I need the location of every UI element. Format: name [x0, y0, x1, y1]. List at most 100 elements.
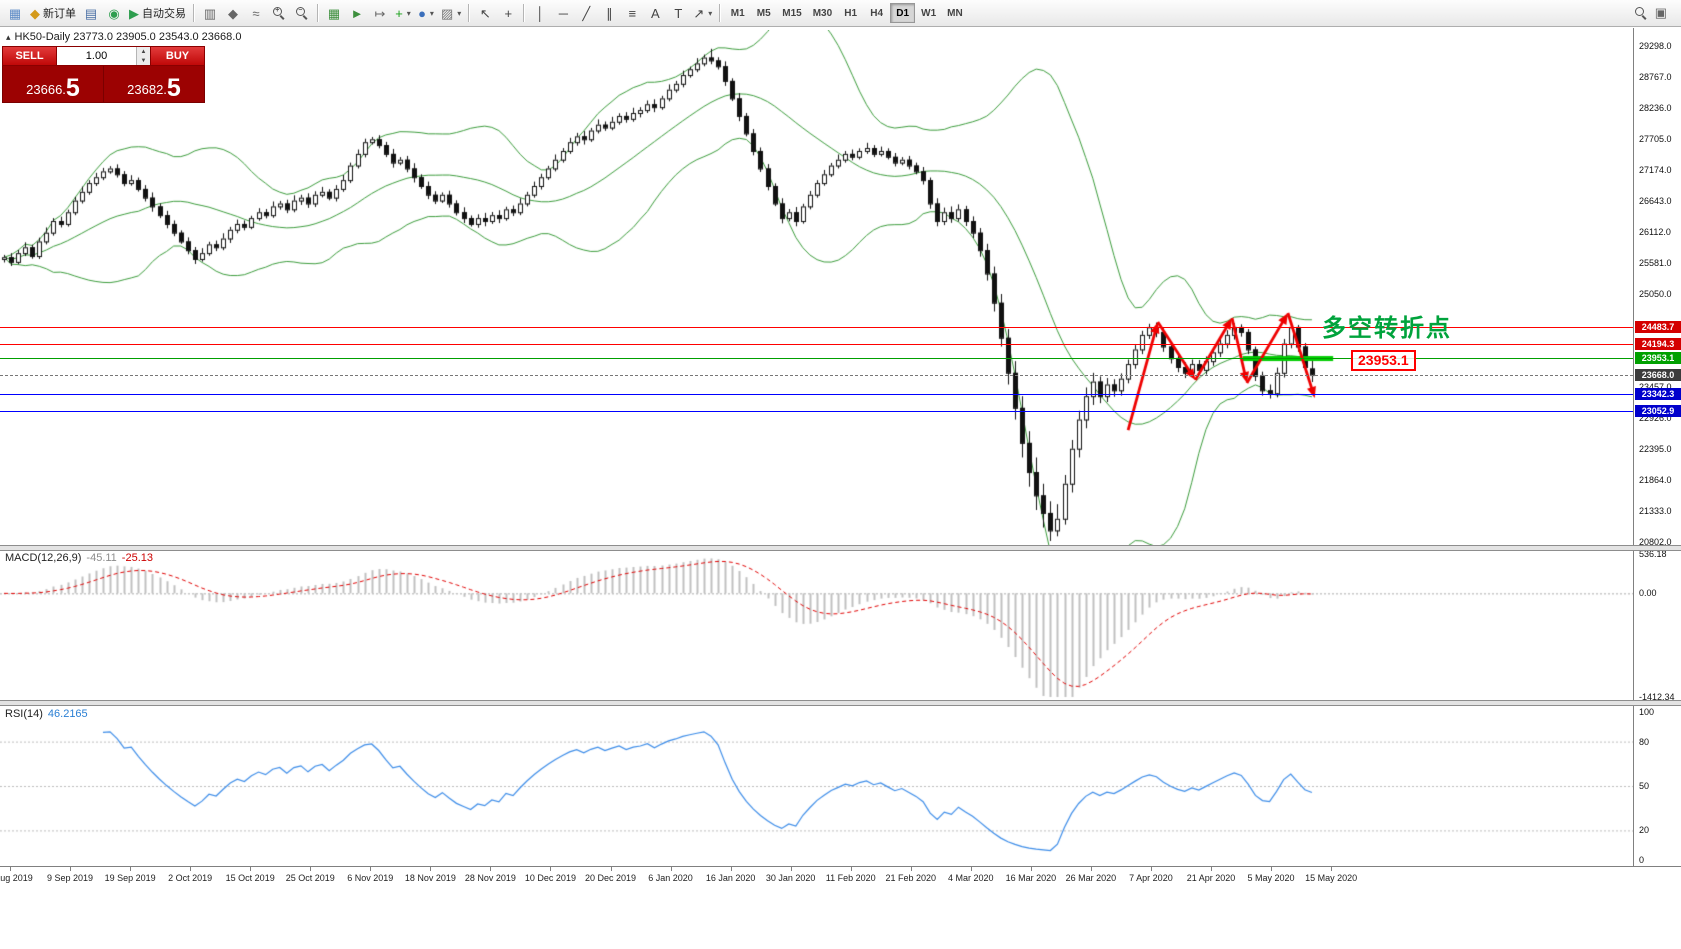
date-tick: [130, 867, 132, 871]
buy-button[interactable]: BUY: [150, 46, 205, 66]
level-line[interactable]: [0, 394, 1633, 395]
tile-windows-icon: ▦: [327, 5, 341, 21]
timeframe-m30-button[interactable]: M30: [808, 3, 837, 23]
sell-button[interactable]: SELL: [2, 46, 57, 66]
trendline-button[interactable]: ╱: [575, 2, 597, 24]
crosshair-button[interactable]: +: [497, 2, 519, 24]
macd-name: MACD(12,26,9): [5, 552, 82, 564]
vertical-line-icon: │: [536, 5, 545, 21]
timeframe-d1-button[interactable]: D1: [890, 3, 916, 23]
tile-windows-button[interactable]: ▦: [323, 2, 345, 24]
new-chart-button[interactable]: ▦: [4, 2, 26, 24]
fibonacci-button[interactable]: ≡: [621, 2, 643, 24]
chart-shift-button[interactable]: ↦: [369, 2, 391, 24]
level-line[interactable]: [0, 411, 1633, 412]
date-tick: [1150, 867, 1152, 871]
volume-down-icon[interactable]: ▼: [137, 56, 150, 65]
templates-icon: ▨: [441, 5, 454, 21]
date-tick: [670, 867, 672, 871]
date-label: 19 Sep 2019: [104, 873, 156, 883]
panel-separator[interactable]: [0, 700, 1681, 706]
timeframe-h4-button[interactable]: H4: [864, 3, 889, 23]
price-axis-label: 25581.0: [1639, 258, 1672, 268]
bar-chart-button[interactable]: ▥: [199, 2, 221, 24]
new-chart-icon: ▦: [8, 5, 22, 21]
timeframe-m5-button[interactable]: M5: [751, 3, 776, 23]
price-axis-label: 29298.0: [1639, 40, 1672, 51]
date-label: 21 Feb 2020: [885, 873, 937, 883]
timeframe-h1-button[interactable]: H1: [838, 3, 863, 23]
level-line[interactable]: [0, 358, 1633, 359]
zoom-out-button[interactable]: −: [291, 2, 313, 24]
timeframe-m1-button[interactable]: M1: [725, 3, 750, 23]
volume-stepper[interactable]: 1.00 ▲ ▼: [57, 46, 150, 66]
toolbar-right-group: ▣: [1634, 5, 1677, 21]
date-tick: [790, 867, 792, 871]
equidistant-channel-button[interactable]: ∥: [598, 2, 620, 24]
indicators-button[interactable]: + ▾: [392, 2, 414, 24]
trendline-icon: ╱: [582, 5, 591, 21]
date-tick: [1331, 867, 1333, 871]
date-tick: [850, 867, 852, 871]
zoom-in-button[interactable]: +: [268, 2, 290, 24]
auto-scroll-button[interactable]: ►: [346, 2, 368, 24]
price-axis-label: 26112.0: [1639, 227, 1671, 237]
line-chart-button[interactable]: ≈: [245, 2, 267, 24]
date-label: 8 Aug 2019: [0, 873, 33, 883]
templates-button[interactable]: ▨ ▾: [438, 2, 464, 24]
date-tick: [190, 867, 192, 871]
web-terminal-button[interactable]: ◉: [103, 2, 125, 24]
buy-price-small: 23682.: [127, 82, 167, 97]
new-order-button[interactable]: ◆ 新订单: [27, 2, 79, 24]
line-chart-icon: ≈: [252, 5, 260, 21]
market-watch-icon: ▤: [84, 5, 98, 21]
sell-price-big: 5: [65, 74, 80, 102]
volume-up-icon[interactable]: ▲: [137, 47, 150, 56]
rsi-chart-canvas[interactable]: [0, 706, 1633, 866]
periods-button[interactable]: ● ▾: [415, 2, 437, 24]
date-tick: [70, 867, 72, 871]
one-click-collapse-icon[interactable]: ▴: [6, 31, 11, 42]
text-button[interactable]: A: [644, 2, 666, 24]
horizontal-line-button[interactable]: ─: [552, 2, 574, 24]
timeframe-mn-button[interactable]: MN: [942, 3, 968, 23]
vertical-line-button[interactable]: │: [529, 2, 551, 24]
current-price-tag: 23668.0: [1635, 368, 1681, 381]
date-axis[interactable]: 8 Aug 2019 9 Sep 2019 19 Sep 2019 2 Oct 201…: [0, 866, 1681, 949]
data-window-icon[interactable]: ▣: [1654, 5, 1667, 20]
date-label: 20 Dec 2019: [584, 873, 637, 883]
crosshair-icon: +: [504, 5, 513, 21]
price-axis[interactable]: 29298.0 28767.0 28236.0 27705.0 27174.0 26643…: [1633, 28, 1681, 866]
market-watch-button[interactable]: ▤: [80, 2, 102, 24]
panel-separator[interactable]: [0, 545, 1681, 551]
date-label: 6 Nov 2019: [347, 873, 394, 883]
candlestick-chart-button[interactable]: ◆: [222, 2, 244, 24]
timeframe-w1-button[interactable]: W1: [916, 3, 941, 23]
level-line[interactable]: [0, 344, 1633, 345]
volume-input[interactable]: 1.00: [85, 50, 108, 62]
text-label-button[interactable]: T: [667, 2, 689, 24]
date-label: 7 Apr 2020: [1129, 873, 1173, 883]
rsi-axis-label: 50: [1639, 781, 1650, 791]
autotrading-button[interactable]: ▶ 自动交易: [126, 2, 189, 24]
price-axis-label: 20802.0: [1639, 537, 1672, 548]
sell-price[interactable]: 23666. 5: [3, 66, 103, 102]
date-label: 30 Jan 2020: [765, 873, 816, 883]
cursor-button[interactable]: ↖: [474, 2, 496, 24]
level-line[interactable]: [0, 327, 1633, 328]
search-icon[interactable]: [1634, 7, 1647, 19]
rsi-value: 46.2165: [47, 708, 88, 720]
date-tick: [430, 867, 432, 871]
main-chart-canvas[interactable]: [0, 30, 1633, 545]
price-level-annotation[interactable]: 23953.1: [1351, 350, 1416, 371]
price-axis-label: 28236.0: [1639, 103, 1672, 113]
timeframe-m15-button[interactable]: M15: [777, 3, 806, 23]
rsi-indicator-label: RSI(14) 46.2165: [5, 708, 88, 720]
macd-chart-canvas[interactable]: [0, 551, 1633, 700]
toolbar-separator: [317, 4, 319, 22]
buy-price[interactable]: 23682. 5: [104, 66, 204, 102]
date-tick: [730, 867, 732, 871]
arrows-button[interactable]: ↗ ▾: [690, 2, 715, 24]
date-tick: [910, 867, 912, 871]
turning-point-annotation[interactable]: 多空转折点: [1322, 315, 1452, 342]
